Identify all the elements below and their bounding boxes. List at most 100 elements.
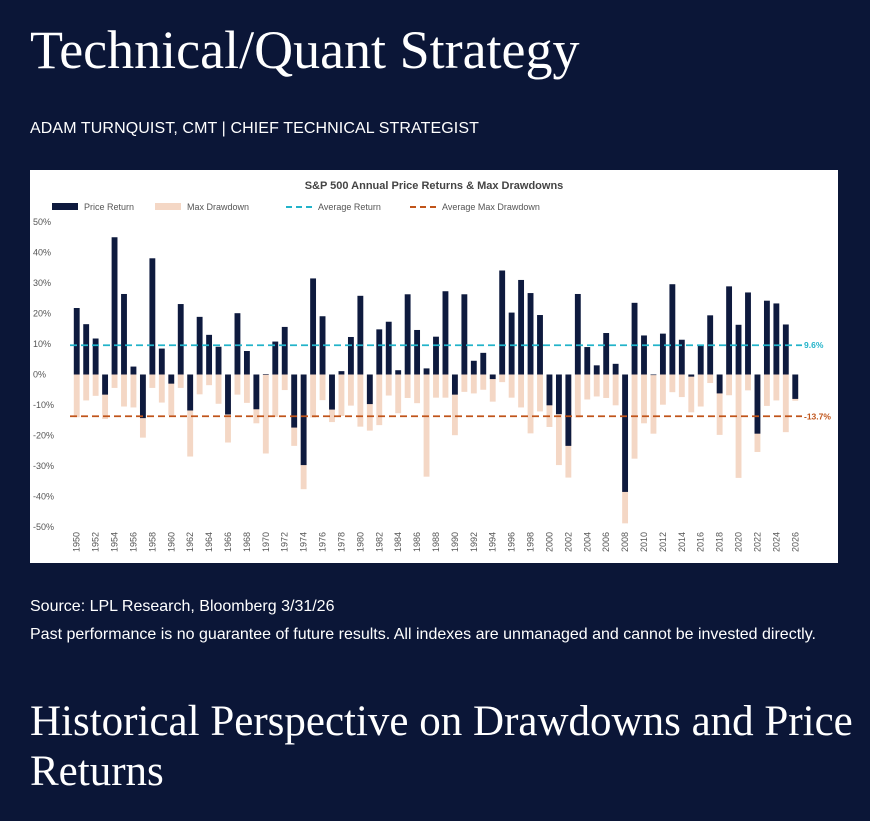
return-bar xyxy=(300,374,307,466)
y-tick-label: 40% xyxy=(33,248,51,258)
return-bar xyxy=(593,365,600,375)
x-tick-label: 1978 xyxy=(336,532,346,552)
return-bar xyxy=(262,374,269,375)
chart-title: S&P 500 Annual Price Returns & Max Drawd… xyxy=(305,180,564,192)
drawdown-bar xyxy=(697,374,704,407)
return-bar xyxy=(376,329,383,375)
x-tick-label: 2002 xyxy=(563,532,573,552)
drawdown-bar xyxy=(158,374,165,403)
return-bar xyxy=(631,302,638,375)
x-tick-label: 2020 xyxy=(734,532,744,552)
x-tick-label: 2008 xyxy=(620,532,630,552)
return-bar xyxy=(461,294,468,375)
drawdown-bar xyxy=(678,374,685,398)
drawdown-bar xyxy=(385,374,392,396)
returns-drawdown-chart: S&P 500 Annual Price Returns & Max Drawd… xyxy=(33,180,831,552)
drawdown-bar xyxy=(177,374,184,388)
return-bar xyxy=(574,293,581,375)
average-line-label: 9.6% xyxy=(804,340,824,350)
return-bar xyxy=(480,352,487,375)
drawdown-bar xyxy=(376,374,383,426)
disclaimer: Past performance is no guarantee of futu… xyxy=(30,626,816,643)
drawdown-bar xyxy=(73,374,80,418)
legend-average-return: Average Return xyxy=(318,202,381,212)
drawdown-bar xyxy=(773,374,780,401)
drawdown-bar xyxy=(433,374,439,398)
y-tick-label: -50% xyxy=(33,522,54,532)
return-bar xyxy=(678,339,685,375)
drawdown-bar xyxy=(149,374,156,388)
return-bar xyxy=(196,316,203,375)
y-axis: 50% 40% 30% 20% 10% 0% -10% -20% -30% -40% -50% xyxy=(33,217,54,532)
return-bar xyxy=(489,374,496,380)
x-tick-label: 1950 xyxy=(72,532,82,552)
drawdown-bar xyxy=(338,374,345,416)
drawdown-bar xyxy=(499,374,506,383)
drawdown-bar xyxy=(262,374,269,454)
drawdown-bar xyxy=(641,374,647,424)
drawdown-bar xyxy=(612,374,619,406)
drawdown-bar xyxy=(669,374,676,393)
drawdown-bar xyxy=(130,374,137,408)
return-bar xyxy=(291,374,298,428)
drawdown-bar xyxy=(281,374,288,391)
y-tick-label: 30% xyxy=(33,278,51,288)
return-bar xyxy=(215,346,222,375)
drawdown-bars xyxy=(73,374,799,524)
return-bar xyxy=(329,374,335,410)
return-bars xyxy=(73,237,799,492)
drawdown-bar xyxy=(555,374,562,466)
drawdown-bar xyxy=(187,374,194,457)
return-bar xyxy=(347,336,354,375)
y-tick-label: -10% xyxy=(33,400,54,410)
return-bar xyxy=(338,371,345,375)
x-tick-label: 2014 xyxy=(677,532,687,552)
drawdown-bar xyxy=(319,374,326,401)
return-bar xyxy=(102,374,109,395)
drawdown-bar xyxy=(480,374,487,390)
return-bar xyxy=(433,336,439,375)
x-tick-label: 1968 xyxy=(242,532,252,552)
return-bar xyxy=(319,316,326,375)
drawdown-bar xyxy=(726,374,733,396)
drawdown-bar xyxy=(508,374,515,398)
x-tick-label: 1958 xyxy=(147,532,157,552)
drawdown-bar xyxy=(243,374,250,403)
return-bar xyxy=(565,374,572,446)
return-bar xyxy=(499,270,506,375)
drawdown-bar xyxy=(121,374,127,407)
drawdown-bar xyxy=(603,374,610,398)
x-tick-label: 1974 xyxy=(299,532,309,552)
x-tick-label: 2010 xyxy=(639,532,649,552)
return-bar xyxy=(612,363,619,375)
y-tick-label: -40% xyxy=(33,492,54,502)
x-tick-label: 1962 xyxy=(185,532,195,552)
return-bar xyxy=(149,258,156,375)
drawdown-bar xyxy=(423,374,430,477)
return-bar xyxy=(187,374,194,411)
return-bar xyxy=(366,374,373,405)
x-tick-label: 1980 xyxy=(355,532,365,552)
return-bar xyxy=(73,308,80,375)
return-bar xyxy=(442,291,449,375)
x-tick-label: 2024 xyxy=(771,532,781,552)
return-bar xyxy=(773,303,780,375)
y-tick-label: 0% xyxy=(33,370,46,380)
drawdown-bar xyxy=(659,374,666,405)
drawdown-bar xyxy=(215,374,222,404)
drawdown-bar xyxy=(688,374,695,413)
drawdown-bar xyxy=(102,374,109,420)
return-bar xyxy=(735,324,742,375)
return-bar xyxy=(697,345,704,375)
x-tick-label: 1954 xyxy=(110,532,120,552)
return-bar xyxy=(792,374,799,399)
y-tick-label: -20% xyxy=(33,431,54,441)
drawdown-bar xyxy=(782,374,789,433)
drawdown-bar xyxy=(518,374,525,408)
return-bar xyxy=(310,278,317,375)
return-bar xyxy=(763,300,770,375)
chart-legend: Price Return Max Drawdown Average Return Av… xyxy=(52,202,540,212)
drawdown-bar xyxy=(470,374,477,394)
return-bar xyxy=(385,321,392,375)
return-bar xyxy=(414,329,421,375)
